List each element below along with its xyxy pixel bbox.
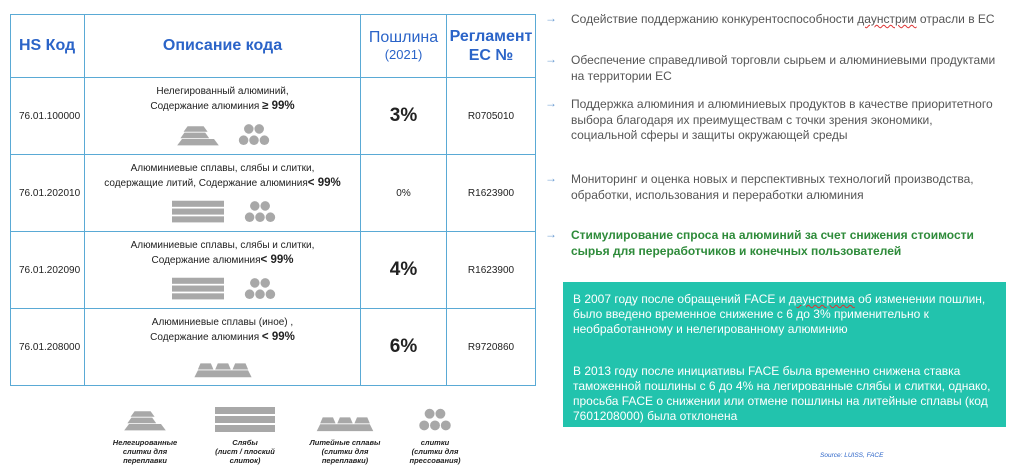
row-desc-line1: Алюминиевые сплавы, слябы и слитки, (130, 239, 315, 251)
row-code: 76.01.202090 (10, 231, 85, 309)
legend-item-slabs: Слябы (лист / плоский слиток) (200, 405, 290, 465)
row-desc-line1: Алюминиевые сплавы (иное) , (151, 316, 294, 328)
callout-paragraph: В 2013 году после инициативы FACE была в… (573, 364, 991, 423)
arrow-right-icon: → (545, 11, 557, 25)
ingots-icon (174, 122, 222, 148)
cast-ingots-icon (192, 353, 254, 379)
row-icons (85, 353, 360, 379)
row-desc-line2: Содержание алюминия (151, 254, 261, 266)
row-duty: 0% (360, 154, 447, 232)
row-regulation: R0705010 (446, 77, 536, 155)
slabs-icon (215, 405, 275, 435)
table-row: 76.01.100000 Нелегированный алюминий, Со… (10, 77, 536, 155)
legend-caption: Литейные сплавы (слитки для переплавки) (309, 438, 381, 465)
row-desc-line2-wrap: Содержание алюминия< 99% (85, 253, 360, 268)
row-icons (85, 199, 360, 225)
table-row: 76.01.202090 Алюминиевые сплавы, слябы и… (10, 231, 536, 309)
header-regulation-line1: Регламент (449, 28, 533, 45)
callout-paragraph: В 2007 году после обращений FACE и даунс… (573, 292, 986, 336)
row-desc-line2-wrap: Содержание алюминия < 99% (85, 330, 360, 345)
row-duty: 3% (360, 77, 447, 155)
row-desc-line2: Содержание алюминия (150, 100, 260, 112)
row-desc-line2: Содержание алюминия (150, 331, 260, 343)
icon-legend: Нелегированные слитки для переплавки Сля… (100, 405, 480, 475)
legend-caption: слитки (слитки для прессования) (409, 438, 461, 465)
pellets-icon (236, 122, 272, 148)
row-desc-value: < 99% (260, 253, 294, 266)
pellets-icon (242, 276, 278, 302)
slabs-icon (168, 199, 228, 225)
header-duty-label: Пошлина (368, 29, 439, 46)
header-regulation: Регламент ЕС № (446, 14, 536, 78)
list-item-text: Стимулирование спроса на алюминий за сче… (571, 228, 974, 258)
table-header-row: HS Код Описание кода Пошлина (2021) Регл… (10, 14, 536, 78)
row-regulation: R1623900 (446, 231, 536, 309)
list-item-text: Поддержка алюминия и алюминиевых продукт… (571, 97, 993, 142)
row-desc-value: < 99% (307, 176, 341, 189)
pellets-icon (417, 405, 453, 435)
arrow-right-icon: → (545, 96, 557, 110)
source-note: Source: LUISS, FACE (820, 452, 884, 459)
table-row: 76.01.208000 Алюминиевые сплавы (иное) ,… (10, 308, 536, 386)
cast-ingots-icon (315, 405, 375, 435)
list-item-text: Мониторинг и оценка новых и перспективны… (571, 172, 974, 202)
row-description: Нелегированный алюминий, Содержание алюм… (84, 77, 361, 155)
header-regulation-line2: ЕС № (468, 47, 514, 64)
row-regulation: R1623900 (446, 154, 536, 232)
row-desc-value: ≥ 99% (262, 99, 295, 112)
legend-caption: Слябы (лист / плоский слиток) (215, 438, 275, 465)
legend-caption: Нелегированные слитки для переплавки (112, 438, 178, 465)
legend-item-cast-ingots: Литейные сплавы (слитки для переплавки) (300, 405, 390, 465)
row-regulation: R9720860 (446, 308, 536, 386)
history-callout: В 2007 году после обращений FACE и даунс… (563, 282, 1006, 427)
hs-code-table: HS Код Описание кода Пошлина (2021) Регл… (10, 14, 536, 386)
table-row: 76.01.202010 Алюминиевые сплавы, слябы и… (10, 154, 536, 232)
row-desc-line1: Нелегированный алюминий, (156, 85, 289, 97)
row-description: Алюминиевые сплавы, слябы и слитки, соде… (84, 154, 361, 232)
header-hs-code: HS Код (10, 14, 85, 78)
header-duty-year: (2021) (384, 47, 423, 62)
ingots-icon (121, 405, 169, 435)
row-desc-line2-wrap: содержащие литий, Содержание алюминия< 9… (85, 176, 360, 191)
row-desc-line2-wrap: Содержание алюминия ≥ 99% (85, 99, 360, 114)
row-description: Алюминиевые сплавы, слябы и слитки, Соде… (84, 231, 361, 309)
header-duty: Пошлина (2021) (360, 14, 447, 78)
list-item-text: Обеспечение справедливой торговли сырьем… (571, 53, 996, 83)
row-desc-line2: содержащие литий, Содержание алюминия (104, 177, 308, 189)
row-desc-value: < 99% (261, 330, 295, 343)
row-code: 76.01.100000 (10, 77, 85, 155)
legend-item-ingots: Нелегированные слитки для переплавки (100, 405, 190, 465)
row-icons (85, 276, 360, 302)
row-duty: 4% (360, 231, 447, 309)
arrow-right-icon: → (545, 227, 557, 241)
row-duty: 6% (360, 308, 447, 386)
row-desc-line1: Алюминиевые сплавы, слябы и слитки, (130, 162, 315, 174)
arrow-right-icon: → (545, 171, 557, 185)
slabs-icon (168, 276, 228, 302)
legend-item-pellets: слитки (слитки для прессования) (390, 405, 480, 465)
pellets-icon (242, 199, 278, 225)
row-description: Алюминиевые сплавы (иное) , Содержание а… (84, 308, 361, 386)
row-code: 76.01.202010 (10, 154, 85, 232)
row-code: 76.01.208000 (10, 308, 85, 386)
arrow-right-icon: → (545, 52, 557, 66)
row-icons (85, 122, 360, 148)
list-item-text: Содействие поддержанию конкурентоспособн… (571, 12, 995, 26)
header-description: Описание кода (84, 14, 361, 78)
